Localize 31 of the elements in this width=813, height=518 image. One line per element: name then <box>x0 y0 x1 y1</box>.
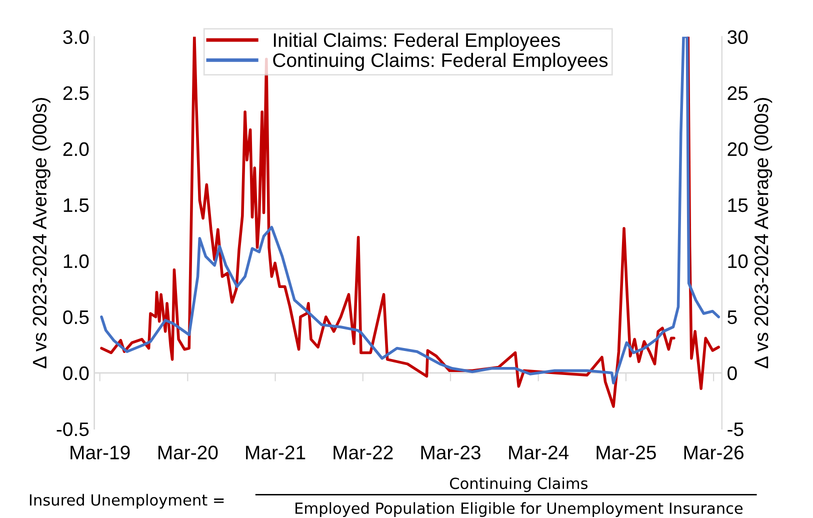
y-tick-label: 3.0 <box>63 30 89 44</box>
y-tick-label: 0.0 <box>63 366 89 380</box>
x-tick-label: Mar-26 <box>684 446 744 460</box>
x-tick-label: Mar-19 <box>70 446 130 460</box>
x-tick-label: Mar-25 <box>596 446 656 460</box>
y-tick-label: 1.0 <box>64 254 89 268</box>
y2-tick-label: 20 <box>728 142 748 156</box>
y2-tick-label: 15 <box>728 198 748 212</box>
text: Employed Population Eligible for Unemployment Insurance <box>296 502 743 517</box>
y2-tick-label: -5 <box>728 422 744 436</box>
x-tick-label: Mar-24 <box>509 446 569 460</box>
y-axis-title: Δ vs 2023-2024 Average (000s) <box>32 98 50 368</box>
y-tick-label: 2.5 <box>63 86 89 100</box>
y-tick-label: 2.0 <box>63 142 89 156</box>
text: Insured Unemployment = <box>30 494 224 509</box>
y2-axis-title: Δ vs 2023-2024 Average (000s) <box>754 98 772 368</box>
y2-tick-label: 25 <box>728 86 748 100</box>
x-tick-label: Mar-23 <box>421 446 480 460</box>
y2-tick-label: 10 <box>728 254 748 268</box>
y2-tick-label: 30 <box>728 30 748 44</box>
y2-tick-label: 5 <box>728 310 737 324</box>
legend-label: Initial Claims: Federal Employees <box>274 32 560 51</box>
legend-label: Continuing Claims: Federal Employees <box>273 52 608 71</box>
x-tick-label: Mar-22 <box>334 446 393 460</box>
y2-tick-label: 0 <box>728 366 737 380</box>
x-tick-label: Mar-20 <box>158 446 218 460</box>
y-tick-label: 1.5 <box>64 198 89 212</box>
text: Continuing Claims <box>450 477 588 492</box>
y-tick-label: -0.5 <box>56 422 89 436</box>
x-tick-label: Mar-21 <box>246 446 306 460</box>
y-tick-label: 0.5 <box>63 310 89 324</box>
